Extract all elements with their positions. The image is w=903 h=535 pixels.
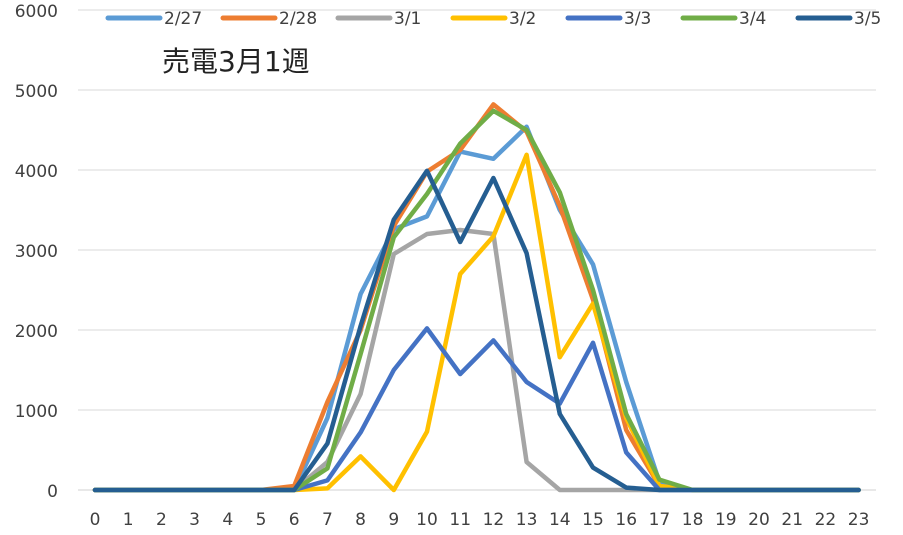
x-tick-label: 12	[483, 510, 505, 530]
x-tick-label: 10	[416, 510, 438, 530]
x-tick-label: 6	[289, 510, 300, 530]
y-tick-label: 1000	[15, 402, 58, 422]
x-tick-label: 13	[516, 510, 538, 530]
x-tick-label: 9	[388, 510, 399, 530]
legend-label: 3/1	[394, 9, 421, 29]
x-tick-label: 14	[549, 510, 571, 530]
x-tick-label: 20	[748, 510, 770, 530]
series-line	[92, 108, 861, 493]
y-tick-label: 4000	[15, 162, 58, 182]
x-tick-label: 4	[222, 510, 233, 530]
x-tick-label: 16	[615, 510, 637, 530]
x-tick-label: 5	[256, 510, 267, 530]
legend-label: 3/3	[624, 9, 651, 29]
x-tick-label: 1	[123, 510, 134, 530]
x-tick-label: 21	[781, 510, 803, 530]
x-tick-label: 19	[715, 510, 737, 530]
chart-title: 売電3月1週	[162, 45, 310, 78]
x-tick-label: 3	[189, 510, 200, 530]
x-tick-label: 0	[90, 510, 101, 530]
x-tick-label: 18	[682, 510, 704, 530]
x-tick-label: 2	[156, 510, 167, 530]
x-tick-label: 22	[815, 510, 837, 530]
x-tick-label: 7	[322, 510, 333, 530]
x-tick-label: 23	[848, 510, 870, 530]
series-line	[92, 168, 861, 493]
series-line	[92, 152, 861, 493]
y-tick-label: 2000	[15, 322, 58, 342]
legend-label: 2/27	[164, 9, 202, 29]
series-line	[92, 326, 861, 493]
x-tick-label: 15	[582, 510, 604, 530]
y-tick-label: 6000	[15, 2, 58, 22]
legend-label: 3/2	[509, 9, 536, 29]
series-line	[92, 124, 861, 493]
x-tick-label: 17	[649, 510, 671, 530]
x-tick-label: 11	[449, 510, 471, 530]
series-line	[92, 102, 861, 493]
legend-label: 3/4	[739, 9, 766, 29]
legend-label: 2/28	[279, 9, 317, 29]
y-tick-label: 3000	[15, 242, 58, 262]
x-tick-label: 8	[355, 510, 366, 530]
y-tick-label: 5000	[15, 82, 58, 102]
legend-label: 3/5	[854, 9, 881, 29]
y-tick-label: 0	[47, 482, 58, 502]
